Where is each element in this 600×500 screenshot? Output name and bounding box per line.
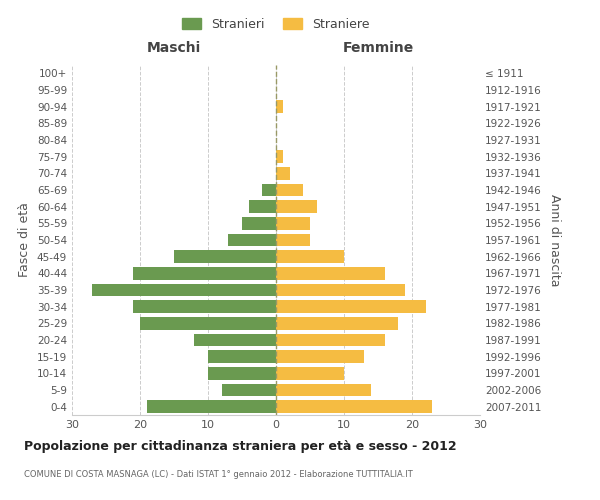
Bar — [276, 284, 405, 296]
Bar — [229, 234, 276, 246]
Bar — [140, 317, 276, 330]
Bar — [92, 284, 276, 296]
Bar — [276, 367, 344, 380]
Bar — [276, 400, 433, 413]
Bar — [194, 334, 276, 346]
Bar — [208, 350, 276, 363]
Legend: Stranieri, Straniere: Stranieri, Straniere — [176, 11, 376, 37]
Bar — [276, 184, 303, 196]
Text: COMUNE DI COSTA MASNAGA (LC) - Dati ISTAT 1° gennaio 2012 - Elaborazione TUTTITA: COMUNE DI COSTA MASNAGA (LC) - Dati ISTA… — [24, 470, 413, 479]
Bar — [249, 200, 276, 213]
Bar — [276, 167, 290, 179]
Bar — [221, 384, 276, 396]
Bar — [262, 184, 276, 196]
Bar — [242, 217, 276, 230]
Bar — [276, 100, 283, 113]
Bar — [276, 334, 385, 346]
Bar — [276, 200, 317, 213]
Bar — [174, 250, 276, 263]
Text: Popolazione per cittadinanza straniera per età e sesso - 2012: Popolazione per cittadinanza straniera p… — [24, 440, 457, 453]
Bar — [208, 367, 276, 380]
Bar — [276, 250, 344, 263]
Bar — [147, 400, 276, 413]
Bar — [276, 234, 310, 246]
Bar — [276, 317, 398, 330]
Bar — [276, 350, 364, 363]
Text: Maschi: Maschi — [147, 41, 201, 55]
Bar — [133, 300, 276, 313]
Bar — [276, 267, 385, 280]
Bar — [276, 300, 425, 313]
Y-axis label: Fasce di età: Fasce di età — [19, 202, 31, 278]
Y-axis label: Anni di nascita: Anni di nascita — [548, 194, 561, 286]
Bar — [276, 217, 310, 230]
Bar — [276, 384, 371, 396]
Text: Femmine: Femmine — [343, 41, 413, 55]
Bar — [276, 150, 283, 163]
Bar — [133, 267, 276, 280]
